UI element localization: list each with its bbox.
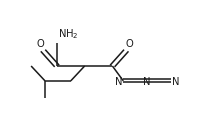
- Text: NH$_2$: NH$_2$: [58, 28, 78, 41]
- Text: N: N: [171, 77, 178, 86]
- Text: O: O: [125, 39, 132, 49]
- Text: N: N: [143, 77, 150, 86]
- Text: N: N: [114, 77, 122, 86]
- Text: O: O: [36, 39, 44, 49]
